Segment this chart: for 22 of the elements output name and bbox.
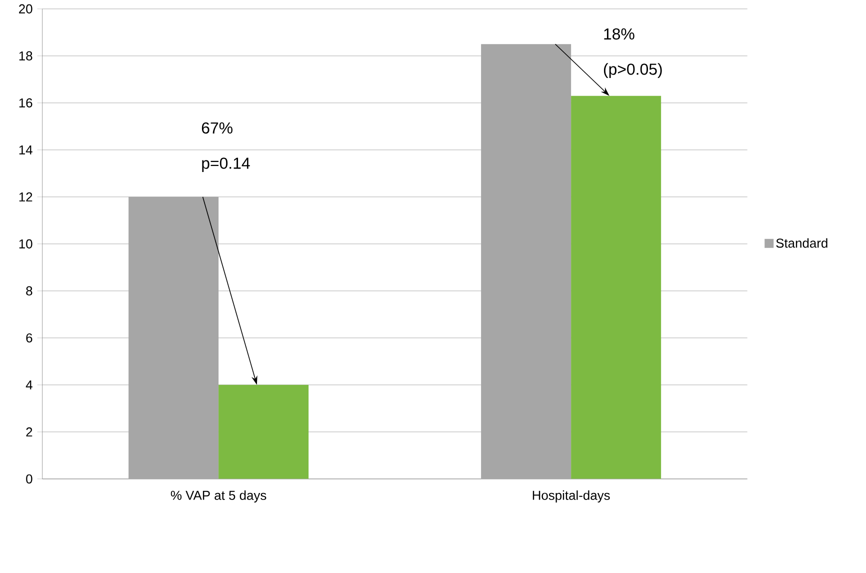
- y-tick-label: 8: [26, 286, 32, 296]
- y-tick-label: 14: [19, 145, 32, 154]
- bar: [571, 96, 662, 479]
- bar: [481, 44, 572, 479]
- y-tick-label: 10: [19, 239, 32, 249]
- y-tick-label: 2: [26, 427, 32, 436]
- y-tick-label: 16: [19, 98, 32, 108]
- y-tick-label: 12: [19, 192, 32, 202]
- y-tick-label: 0: [26, 474, 32, 484]
- y-tick-label: 18: [19, 51, 32, 61]
- annotation: (p>0.05): [604, 63, 662, 78]
- annotation: 18%: [604, 28, 634, 40]
- x-tick-label: Hospital-days: [532, 490, 610, 503]
- y-tick-label: 4: [26, 380, 32, 390]
- y-tick-label: 20: [19, 4, 32, 14]
- bar: [218, 384, 309, 479]
- legend-label: Standard: [776, 238, 828, 248]
- y-tick-label: 6: [26, 333, 32, 343]
- x-tick-label: % VAP at 5 days: [170, 490, 266, 503]
- annotation: p=0.14: [202, 158, 250, 172]
- bar: [128, 196, 219, 479]
- annotation: 67%: [202, 122, 232, 134]
